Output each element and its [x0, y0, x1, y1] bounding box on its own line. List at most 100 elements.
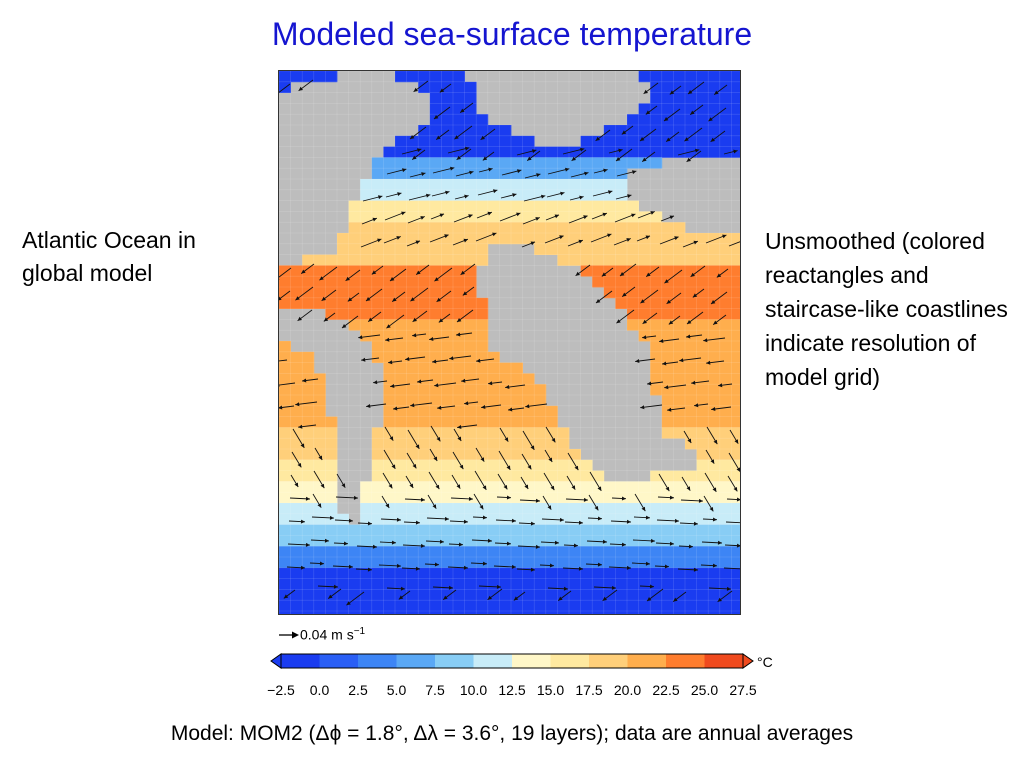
current-vector [518, 521, 536, 526]
sst-cell [557, 481, 570, 493]
sst-cell [313, 373, 326, 385]
current-vector [634, 493, 646, 512]
sst-cell [429, 341, 442, 353]
sst-cell [429, 459, 442, 471]
sst-cell [418, 330, 431, 342]
sst-cell [395, 600, 407, 612]
sst-cell [615, 524, 628, 536]
current-vector [309, 561, 325, 566]
current-vector [411, 149, 426, 160]
current-vector [640, 289, 659, 304]
sst-cell [696, 92, 709, 104]
current-vector [454, 194, 469, 200]
sst-cell [696, 287, 709, 299]
sst-cell [395, 265, 407, 277]
sst-cell [302, 578, 315, 590]
sst-cell [592, 503, 605, 515]
sst-cell [545, 211, 558, 223]
sst-cell [429, 135, 442, 147]
sst-cell [661, 81, 674, 93]
sst-cell [395, 287, 407, 299]
sst-cell [371, 438, 384, 450]
sst-cell [337, 243, 349, 255]
sst-cell [580, 243, 593, 255]
sst-cell [696, 384, 709, 396]
sst-cell [719, 557, 732, 569]
sst-cell [429, 557, 442, 569]
sst-cell [511, 211, 523, 223]
sst-cell [279, 513, 291, 525]
sst-cell [441, 71, 454, 83]
sst-cell [406, 243, 419, 255]
sst-cell [348, 287, 361, 299]
sst-cell [464, 438, 477, 450]
sst-cell [511, 427, 523, 439]
sst-cell [371, 600, 384, 612]
sst-cell [441, 330, 454, 342]
sst-cell [395, 319, 407, 331]
sst-cell [290, 297, 303, 309]
sst-cell [592, 168, 605, 180]
sst-cell [325, 459, 338, 471]
sst-cell [650, 71, 663, 83]
current-vector [637, 211, 655, 219]
sst-cell [302, 503, 315, 515]
current-vector [286, 565, 306, 570]
sst-cell [395, 416, 407, 428]
current-vector [289, 496, 311, 501]
sst-cell [731, 513, 740, 525]
sst-cell [673, 405, 686, 417]
sst-cell [627, 578, 639, 590]
sst-cell [511, 459, 523, 471]
sst-cell [545, 449, 558, 461]
sst-cell [429, 416, 442, 428]
sst-cell [348, 211, 361, 223]
current-vector [662, 361, 679, 366]
sst-cell [290, 589, 303, 601]
sst-cell [685, 103, 697, 115]
sst-cell [441, 395, 454, 407]
sst-cell [476, 557, 489, 569]
sst-cell [696, 546, 709, 558]
sst-cell [685, 330, 697, 342]
current-vector [279, 267, 292, 280]
sst-cell [569, 611, 581, 614]
current-vector [500, 193, 517, 199]
sst-cell [464, 589, 477, 601]
sst-cell [313, 276, 326, 288]
sst-cell [337, 265, 349, 277]
current-vector [493, 564, 517, 569]
sst-cell [395, 384, 407, 396]
sst-cell [627, 276, 639, 288]
sst-cell [615, 168, 628, 180]
sst-cell [395, 211, 407, 223]
current-vector [703, 337, 726, 343]
sst-cell [685, 384, 697, 396]
current-vector [520, 476, 529, 490]
sst-cell [569, 567, 581, 579]
sst-cell [534, 405, 547, 417]
sst-cell [360, 481, 373, 493]
sst-cell [395, 297, 407, 309]
sst-cell [313, 416, 326, 428]
sst-cell [325, 513, 338, 525]
sst-cell [511, 524, 523, 536]
sst-cell [511, 589, 523, 601]
sst-cell [279, 578, 291, 590]
sst-cell [511, 513, 523, 525]
sst-cell [545, 578, 558, 590]
sst-cell [499, 513, 512, 525]
sst-cell [371, 557, 384, 569]
sst-cell [453, 524, 465, 536]
sst-cell [708, 114, 721, 126]
sst-cell [580, 611, 593, 614]
sst-cell [580, 470, 593, 482]
sst-cell [731, 265, 740, 277]
sst-cell [534, 416, 547, 428]
sst-cell [476, 297, 489, 309]
current-vector [452, 238, 469, 246]
sst-cell [313, 254, 326, 266]
sst-cell [360, 503, 373, 515]
sst-cell [406, 578, 419, 590]
sst-cell [719, 308, 732, 320]
